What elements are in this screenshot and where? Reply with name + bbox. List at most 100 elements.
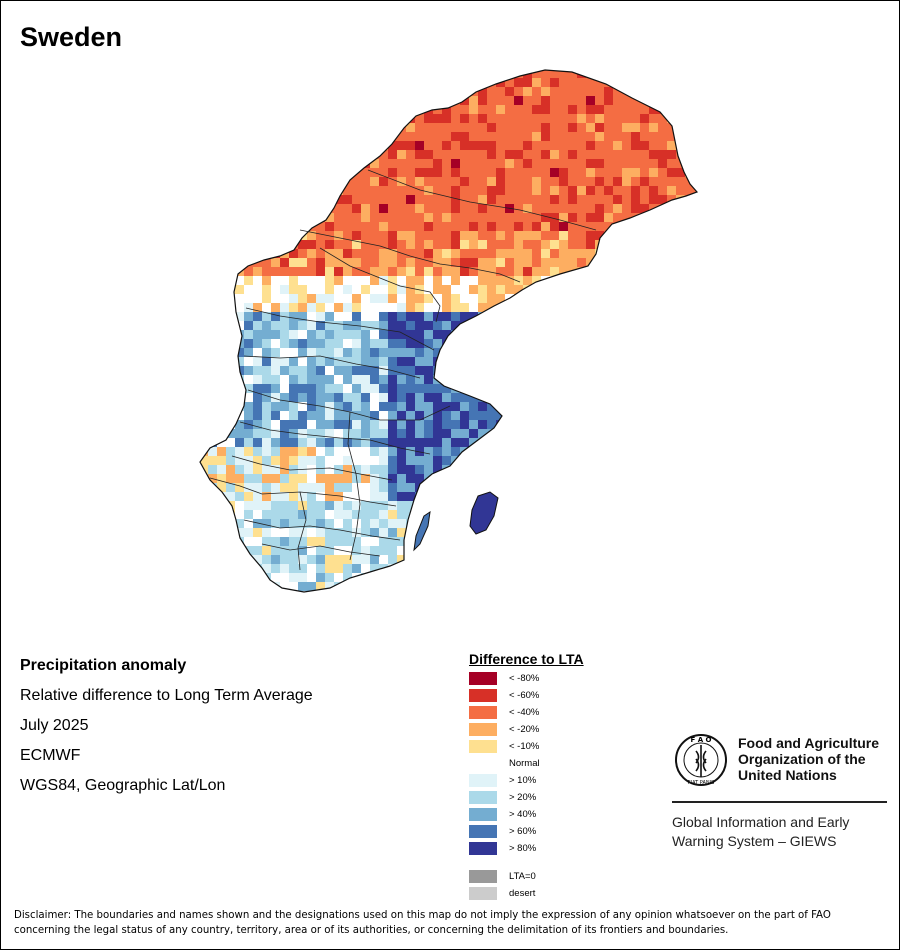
grid-cell [505,384,514,393]
grid-cell [649,96,658,105]
grid-cell [271,501,280,510]
grid-cell [694,105,697,114]
grid-cell [631,447,640,456]
grid-cell [604,276,613,285]
grid-cell [352,375,361,384]
grid-cell [460,483,469,492]
grid-cell [406,123,415,132]
grid-cell [200,195,208,204]
grid-cell [397,402,406,411]
grid-cell [487,87,496,96]
grid-cell [424,231,433,240]
grid-cell [532,465,541,474]
grid-cell [307,78,316,87]
grid-cell [487,150,496,159]
grid-cell [487,105,496,114]
grid-cell [649,150,658,159]
grid-cell [235,105,244,114]
grid-cell [469,114,478,123]
grid-cell [595,312,604,321]
grid-cell [586,168,595,177]
grid-cell [379,78,388,87]
grid-cell [415,330,424,339]
legend-item: > 40% [469,807,536,821]
grid-cell [190,339,199,348]
grid-cell [253,204,262,213]
grid-cell [361,330,370,339]
grid-cell [685,573,694,582]
grid-cell [586,141,595,150]
grid-cell [604,87,613,96]
grid-cell [433,519,442,528]
grid-cell [262,582,271,591]
grid-cell [460,591,469,592]
grid-cell [262,492,271,501]
grid-cell [262,258,271,267]
grid-cell [190,447,199,456]
grid-cell [514,186,523,195]
grid-cell [244,474,253,483]
grid-cell [388,330,397,339]
grid-cell [370,177,379,186]
grid-cell [613,591,622,592]
grid-cell [667,546,676,555]
grid-cell [640,510,649,519]
grid-cell [415,123,424,132]
grid-cell [658,393,667,402]
grid-cell [343,420,352,429]
grid-cell [640,384,649,393]
grid-cell [424,258,433,267]
grid-cell [226,330,235,339]
grid-cell [217,375,226,384]
grid-cell [208,78,217,87]
grid-cell [478,276,487,285]
grid-cell [604,393,613,402]
grid-cell [226,312,235,321]
grid-cell [370,420,379,429]
grid-cell [460,384,469,393]
grid-cell [478,249,487,258]
grid-cell [343,375,352,384]
grid-cell [559,141,568,150]
grid-cell [208,546,217,555]
grid-cell [200,393,208,402]
grid-cell [613,339,622,348]
grid-cell [226,546,235,555]
grid-cell [658,195,667,204]
grid-cell [397,177,406,186]
grid-cell [388,231,397,240]
grid-cell [316,465,325,474]
grid-cell [208,510,217,519]
grid-cell [406,213,415,222]
grid-cell [649,258,658,267]
grid-cell [235,555,244,564]
grid-cell [532,501,541,510]
grid-cell [280,411,289,420]
grid-cell [667,474,676,483]
grid-cell [334,393,343,402]
grid-cell [352,150,361,159]
grid-cell [586,96,595,105]
grid-cell [289,330,298,339]
grid-cell [235,384,244,393]
grid-cell [541,195,550,204]
grid-cell [379,339,388,348]
grid-cell [685,474,694,483]
grid-cell [424,168,433,177]
grid-cell [343,123,352,132]
grid-cell [415,339,424,348]
grid-cell [307,186,316,195]
grid-cell [604,177,613,186]
grid-cell [514,393,523,402]
grid-cell [541,420,550,429]
grid-cell [676,375,685,384]
grid-cell [280,357,289,366]
grid-cell [244,267,253,276]
grid-cell [244,483,253,492]
grid-cell [325,240,334,249]
grid-cell [244,285,253,294]
grid-cell [433,222,442,231]
grid-cell [640,276,649,285]
grid-cell [694,159,697,168]
grid-cell [667,105,676,114]
